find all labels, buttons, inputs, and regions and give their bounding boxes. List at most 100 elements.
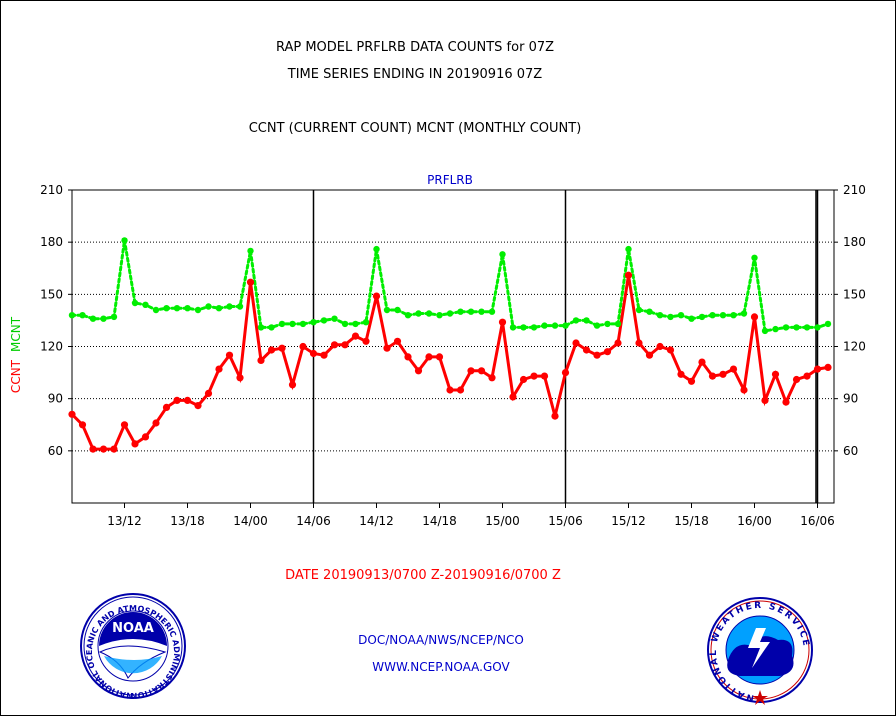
point-mcnt <box>163 305 170 312</box>
chart-subtitle: CCNT (CURRENT COUNT) MCNT (MONTHLY COUNT… <box>249 121 582 136</box>
point-mcnt <box>551 322 559 329</box>
point-mcnt <box>467 308 475 315</box>
point-mcnt <box>79 312 86 319</box>
point-ccnt <box>635 339 643 347</box>
point-ccnt <box>750 313 759 321</box>
point-mcnt <box>310 319 317 326</box>
point-mcnt <box>667 313 674 321</box>
point-mcnt <box>100 315 107 322</box>
point-mcnt <box>656 312 664 319</box>
x-tick-label: 14/00 <box>233 514 268 528</box>
point-mcnt <box>215 305 223 312</box>
point-ccnt <box>593 351 601 359</box>
point-mcnt <box>782 324 790 331</box>
point-ccnt <box>740 386 748 394</box>
point-ccnt <box>530 372 538 380</box>
y-tick-label-right: 180 <box>843 235 866 249</box>
svg-text:CCNTMCNT: CCNT MCNT <box>9 316 23 393</box>
x-tick-label: 13/12 <box>107 514 142 528</box>
point-mcnt <box>331 315 338 322</box>
point-ccnt <box>446 386 454 394</box>
point-ccnt <box>687 377 696 385</box>
point-ccnt <box>645 351 654 359</box>
y-tick-label-right: 90 <box>843 392 858 406</box>
point-ccnt <box>729 365 738 373</box>
point-ccnt <box>267 346 276 354</box>
grid-lines <box>72 241 834 452</box>
point-mcnt <box>478 308 485 315</box>
point-ccnt <box>656 342 664 351</box>
point-mcnt <box>688 315 695 322</box>
series-lines <box>70 240 830 451</box>
x-tick-label: 16/00 <box>737 514 772 528</box>
point-ccnt <box>362 337 370 345</box>
point-mcnt <box>604 320 611 328</box>
point-ccnt <box>792 375 801 384</box>
point-ccnt <box>320 351 328 359</box>
point-ccnt <box>225 351 234 359</box>
point-mcnt <box>352 320 359 328</box>
point-mcnt <box>709 312 716 319</box>
point-ccnt <box>509 393 517 401</box>
point-ccnt <box>330 341 339 349</box>
point-ccnt <box>582 346 591 354</box>
point-mcnt <box>341 320 349 328</box>
point-ccnt <box>351 332 360 340</box>
point-ccnt <box>467 367 475 375</box>
point-mcnt <box>383 306 391 314</box>
point-mcnt <box>751 254 758 261</box>
point-ccnt <box>183 396 192 404</box>
point-mcnt <box>257 324 265 331</box>
point-mcnt <box>173 305 181 312</box>
point-ccnt <box>624 271 633 279</box>
point-ccnt <box>372 292 381 300</box>
x-tick-label: 16/06 <box>800 514 835 528</box>
point-mcnt <box>289 320 296 328</box>
point-ccnt <box>708 372 717 380</box>
noaa-logo-text: NOAA <box>112 621 154 636</box>
point-ccnt <box>299 342 307 351</box>
y-axis-label-ccnt: CCNT <box>9 359 23 393</box>
point-ccnt <box>68 410 76 418</box>
y-tick-label-left: 180 <box>40 235 63 249</box>
point-mcnt <box>268 324 275 331</box>
y-tick-label-right: 150 <box>843 287 866 301</box>
url-line: WWW.NCEP.NOAA.GOV <box>372 660 510 674</box>
point-ccnt <box>404 353 412 361</box>
point-ccnt <box>572 339 580 347</box>
point-mcnt <box>635 306 643 314</box>
point-mcnt <box>614 320 622 328</box>
point-ccnt <box>477 367 486 375</box>
point-mcnt <box>761 327 769 335</box>
point-ccnt <box>771 370 780 378</box>
point-ccnt <box>782 398 790 406</box>
point-mcnt <box>562 322 569 329</box>
point-mcnt <box>772 325 779 333</box>
point-mcnt <box>499 251 506 258</box>
x-tick-label: 15/12 <box>611 514 646 528</box>
point-ccnt <box>551 412 559 420</box>
point-ccnt <box>498 318 507 326</box>
series-points <box>68 237 832 453</box>
point-ccnt <box>89 445 97 453</box>
point-mcnt <box>205 303 212 310</box>
point-mcnt <box>89 315 97 322</box>
point-mcnt <box>362 319 370 326</box>
point-ccnt <box>719 370 727 378</box>
point-ccnt <box>614 339 622 347</box>
point-ccnt <box>540 372 549 380</box>
point-ccnt <box>131 440 139 448</box>
point-mcnt <box>184 305 191 312</box>
point-mcnt <box>425 310 433 317</box>
point-mcnt <box>824 320 832 328</box>
point-ccnt <box>425 353 433 361</box>
point-mcnt <box>740 310 748 317</box>
y-tick-label-right: 60 <box>843 444 858 458</box>
point-ccnt <box>803 372 811 380</box>
point-mcnt <box>520 324 527 331</box>
y-tick-label-left: 120 <box>40 340 63 354</box>
point-ccnt <box>435 353 444 361</box>
point-mcnt <box>646 308 653 315</box>
point-ccnt <box>519 375 528 384</box>
point-mcnt <box>415 310 422 317</box>
